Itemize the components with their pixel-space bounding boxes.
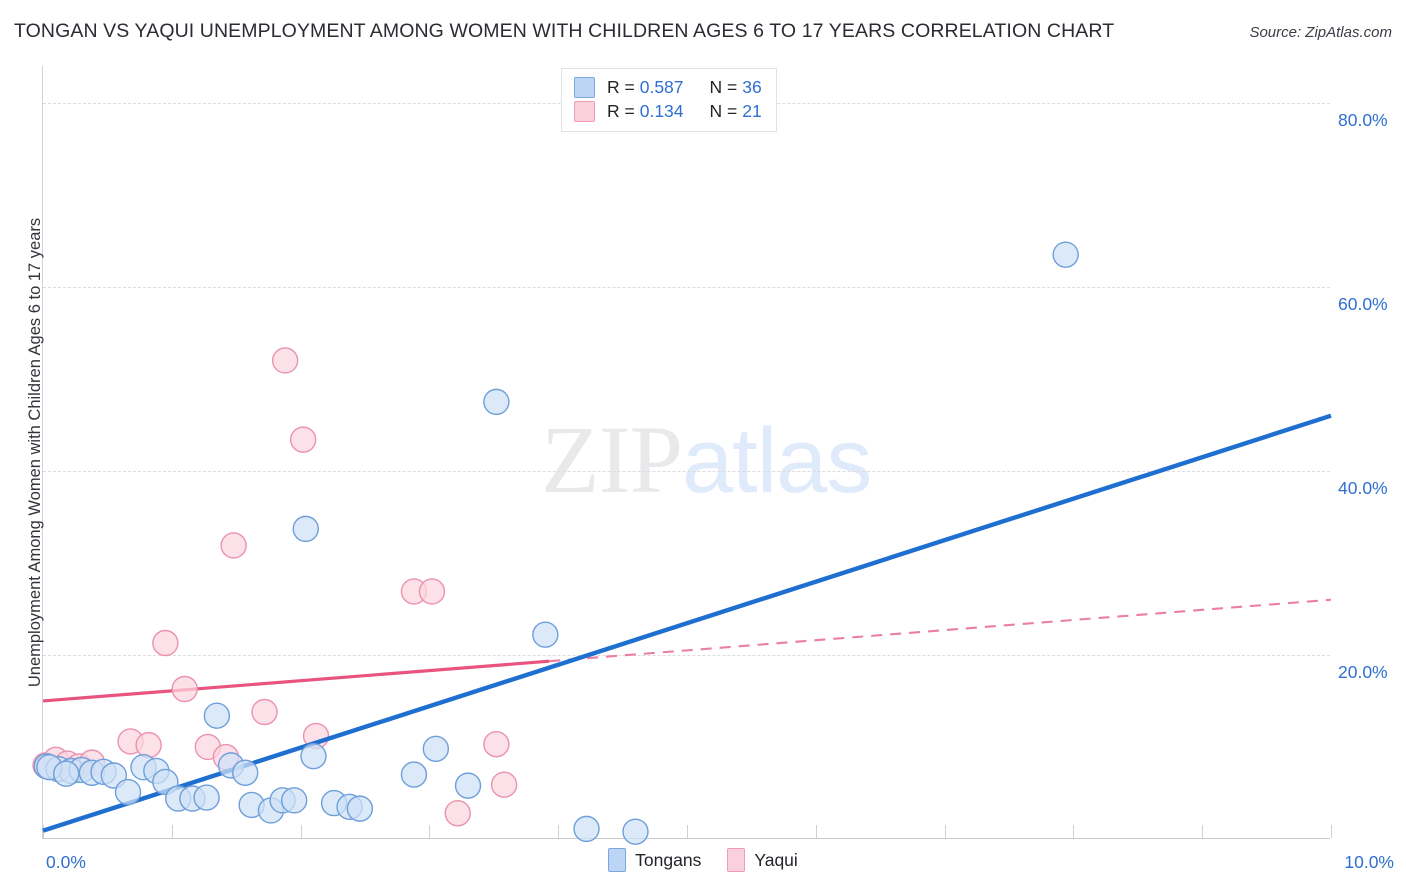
data-point-yaqui-20	[444, 800, 471, 827]
correlation-stats-legend: R = 0.587 N = 36 R = 0.134 N = 21	[561, 68, 777, 132]
series-color-swatch-tongans	[574, 77, 595, 98]
data-point-yaqui-12	[251, 698, 278, 726]
x-tick-2	[300, 825, 302, 838]
x-tick-7	[944, 825, 946, 838]
data-point-tongans-25	[346, 795, 374, 822]
data-point-tongans-21	[292, 515, 319, 543]
data-point-yaqui-7	[152, 629, 179, 657]
gridline-40	[43, 470, 1330, 472]
x-axis-max-label: 10.0%	[1344, 852, 1394, 872]
r-label-tongans: R =	[607, 77, 635, 97]
scatter-plot-svg	[32, 241, 1332, 845]
x-axis-min-label: 0.0%	[46, 852, 86, 872]
legend-swatch-tongans	[608, 848, 627, 872]
stats-row-yaqui: R = 0.134 N = 21	[574, 101, 762, 122]
x-tick-6	[815, 825, 817, 838]
n-label-yaqui: N =	[709, 101, 738, 121]
data-point-yaqui-11	[220, 532, 247, 559]
data-point-tongans-35	[1052, 241, 1079, 268]
data-point-tongans-27	[422, 735, 450, 763]
trendline-tongans	[42, 413, 1332, 833]
gridline-60	[43, 286, 1330, 288]
y-axis-title: Unemployment Among Women with Children A…	[26, 217, 44, 688]
x-tick-9	[1202, 825, 1204, 838]
series-color-swatch-yaqui	[574, 101, 595, 122]
source-attribution: Source: ZipAtlas.com	[1249, 24, 1392, 41]
data-point-yaqui-17	[418, 578, 446, 605]
x-tick-5	[687, 825, 688, 838]
r-value-tongans: 0.587	[639, 77, 684, 97]
trendline-yaqui-solid	[42, 659, 550, 703]
data-point-yaqui-19	[490, 771, 518, 798]
r-value-yaqui: 0.134	[639, 101, 684, 121]
data-point-tongans-20	[280, 787, 308, 814]
data-point-tongans-13	[193, 784, 220, 811]
data-point-yaqui-6	[135, 731, 162, 759]
y-axis-label-80: 80.0%	[1338, 109, 1388, 130]
data-point-tongans-7	[114, 778, 142, 806]
y-axis-label-20: 20.0%	[1338, 661, 1388, 682]
page-title: TONGAN VS YAQUI UNEMPLOYMENT AMONG WOMEN…	[14, 20, 1115, 42]
stats-row-tongans: R = 0.587 N = 36	[574, 77, 762, 98]
n-value-tongans: 36	[742, 77, 762, 97]
data-point-yaqui-14	[289, 426, 317, 453]
x-tick-3	[429, 825, 431, 838]
trendline-yaqui-dashed	[549, 598, 1332, 663]
data-point-tongans-31	[573, 815, 600, 843]
plot-area	[32, 66, 1332, 845]
r-label-yaqui: R =	[607, 101, 635, 121]
data-point-yaqui-8	[171, 675, 198, 703]
x-tick-10	[1331, 825, 1332, 838]
data-point-tongans-34	[52, 760, 80, 787]
data-point-yaqui-18	[483, 731, 510, 758]
data-point-yaqui-13	[271, 347, 299, 374]
gridline-20	[43, 654, 1330, 656]
legend-item-yaqui[interactable]: Yaqui	[727, 848, 798, 872]
y-axis-label-60: 60.0%	[1338, 293, 1388, 314]
legend-label-yaqui: Yaqui	[754, 849, 798, 870]
data-point-tongans-28	[454, 772, 482, 799]
x-tick-8	[1073, 825, 1075, 838]
data-point-tongans-16	[232, 759, 259, 786]
data-point-tongans-26	[400, 761, 428, 788]
legend-label-tongans: Tongans	[635, 849, 702, 870]
legend-swatch-yaqui	[727, 848, 746, 872]
data-point-tongans-32	[622, 818, 649, 845]
n-label-tongans: N =	[709, 77, 738, 97]
y-axis-label-40: 40.0%	[1338, 477, 1388, 498]
data-point-tongans-22	[300, 742, 327, 770]
x-tick-1	[171, 825, 173, 838]
data-point-tongans-30	[532, 621, 559, 648]
legend-item-tongans[interactable]: Tongans	[608, 848, 701, 872]
series-legend: Tongans Yaqui	[0, 848, 1406, 872]
data-point-tongans-29	[483, 388, 510, 416]
n-value-yaqui: 21	[742, 101, 762, 121]
data-point-tongans-14	[203, 702, 231, 729]
x-tick-4	[558, 825, 560, 838]
